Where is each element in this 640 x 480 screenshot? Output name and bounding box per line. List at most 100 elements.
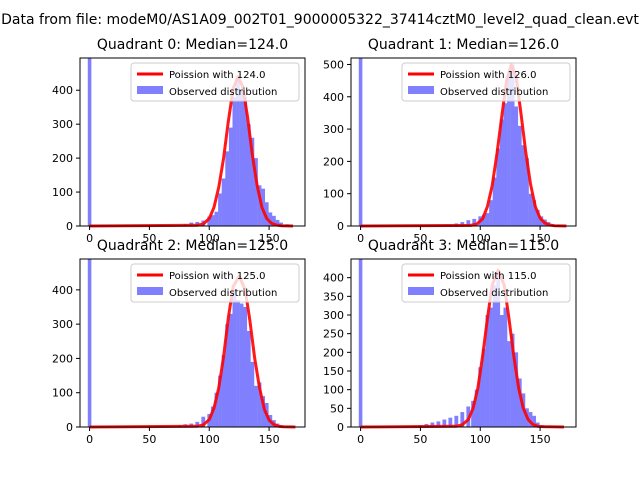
chart-panel-1: 0 50 100 150 0 100 200 300 400 500 Quadrant 1: Med…	[323, 37, 577, 245]
legend-label-poisson: Poission with 126.0	[440, 70, 536, 81]
chart-title: Quadrant 1: Median=126.0	[368, 37, 559, 53]
histogram-bar	[239, 303, 244, 427]
histogram-bar	[532, 415, 537, 427]
y-tick-label: 400	[52, 84, 73, 97]
axes-frame	[79, 57, 306, 227]
chart-title: Quadrant 3: Median=115.0	[368, 238, 559, 254]
histogram-bar	[218, 193, 222, 226]
histogram-bar	[264, 202, 269, 226]
histogram-bar	[261, 396, 266, 427]
histogram-bar	[474, 389, 479, 427]
histogram-bar	[514, 106, 519, 226]
histogram-bar	[228, 313, 233, 427]
histogram-bar	[535, 209, 540, 226]
histogram-bar	[528, 193, 533, 226]
legend-box	[401, 62, 571, 102]
x-tick-label: 0	[86, 433, 93, 446]
legend-label-observed: Observed distribution	[440, 87, 548, 98]
histogram-bar	[517, 125, 522, 226]
legend-label-observed: Observed distribution	[169, 288, 277, 299]
histogram-bar	[454, 415, 459, 427]
y-tick-label: 400	[323, 91, 344, 104]
histogram-bar	[268, 212, 273, 226]
x-tick-label: 150	[259, 232, 280, 245]
x-tick-label: 0	[86, 232, 93, 245]
legend-label-poisson: Poission with 115.0	[440, 271, 536, 282]
histogram-bar	[510, 333, 515, 427]
histogram-bar	[442, 419, 447, 427]
figure-suptitle: Data from file: modeM0/AS1A09_002T01_900…	[1, 12, 639, 28]
x-tick-label: 100	[470, 232, 491, 245]
histogram-bar	[525, 158, 529, 226]
histogram-bar	[225, 151, 230, 226]
histogram-bar	[254, 158, 258, 226]
histogram-bar	[210, 406, 215, 427]
y-tick-label: 400	[323, 272, 344, 285]
histogram-bar	[481, 214, 486, 226]
histogram-bar	[430, 422, 435, 427]
legend-patch-swatch	[137, 287, 163, 295]
legend-label-poisson: Poission with 124.0	[169, 70, 265, 81]
x-tick-label: 50	[413, 232, 427, 245]
axes-frame	[79, 258, 306, 428]
legend-patch-swatch	[408, 287, 434, 295]
chart-title: Quadrant 0: Median=124.0	[97, 37, 288, 53]
y-tick-label: 250	[323, 328, 344, 341]
y-tick-label: 50	[330, 402, 344, 415]
histogram-bar	[503, 307, 508, 427]
x-tick-label: 0	[357, 232, 364, 245]
histogram-bar	[236, 76, 240, 227]
histogram-bar	[250, 361, 255, 427]
histogram-bar	[521, 145, 526, 226]
y-tick-label: 150	[323, 365, 344, 378]
histogram-bar	[503, 103, 508, 226]
histogram-bar	[485, 213, 490, 226]
chart-panel-2: 0 50 100 150 0 100 200 300 400 Quadrant 2: Median…	[52, 238, 306, 446]
legend-patch-swatch	[408, 86, 434, 94]
y-tick-label: 100	[323, 188, 344, 201]
x-tick-label: 50	[142, 433, 156, 446]
histogram-bar	[492, 177, 497, 226]
histogram-bar	[436, 421, 441, 427]
histogram-bar	[492, 285, 497, 427]
histogram-bar	[510, 64, 515, 226]
y-tick-label: 100	[323, 384, 344, 397]
histogram-bar	[496, 273, 501, 427]
histogram-bar	[225, 324, 230, 427]
histogram-bar	[250, 137, 255, 226]
histogram-bar	[254, 385, 258, 427]
axes-frame	[350, 258, 577, 428]
histogram-bar	[489, 200, 493, 226]
y-tick-label: 200	[52, 352, 73, 365]
y-tick-label: 0	[66, 220, 73, 233]
histogram-bar	[496, 148, 501, 226]
histogram-bar	[507, 74, 511, 227]
y-tick-label: 400	[52, 284, 73, 297]
y-tick-label: 100	[52, 186, 73, 199]
y-tick-label: 200	[323, 155, 344, 168]
y-tick-label: 350	[323, 290, 344, 303]
histogram-bar	[507, 341, 511, 427]
histogram-bar	[275, 219, 280, 226]
chart-panel-0: 0 50 100 150 0 100 200 300 400 Quadrant 0: Median…	[52, 37, 306, 245]
axes-frame	[350, 57, 577, 227]
histogram-bar	[221, 178, 226, 226]
y-tick-label: 0	[337, 220, 344, 233]
y-tick-label: 0	[337, 421, 344, 434]
chart-panel-3: 0 50 100 150 0 50 100 150 200 250 300 350 400 Quadran…	[323, 238, 577, 446]
histogram-bar	[201, 416, 206, 427]
y-tick-label: 200	[52, 152, 73, 165]
histogram-bar	[532, 200, 537, 226]
histogram-bar	[485, 315, 490, 427]
histogram-zero-spike	[87, 259, 92, 427]
histogram-bar	[517, 378, 522, 427]
y-tick-label: 300	[323, 123, 344, 136]
histogram-bar	[243, 97, 248, 226]
legend-patch-swatch	[137, 86, 163, 94]
histogram-bar	[499, 315, 504, 427]
histogram-bar	[528, 412, 533, 427]
histogram-bar	[257, 382, 262, 427]
histogram-bar	[232, 289, 237, 427]
y-tick-label: 100	[52, 387, 73, 400]
